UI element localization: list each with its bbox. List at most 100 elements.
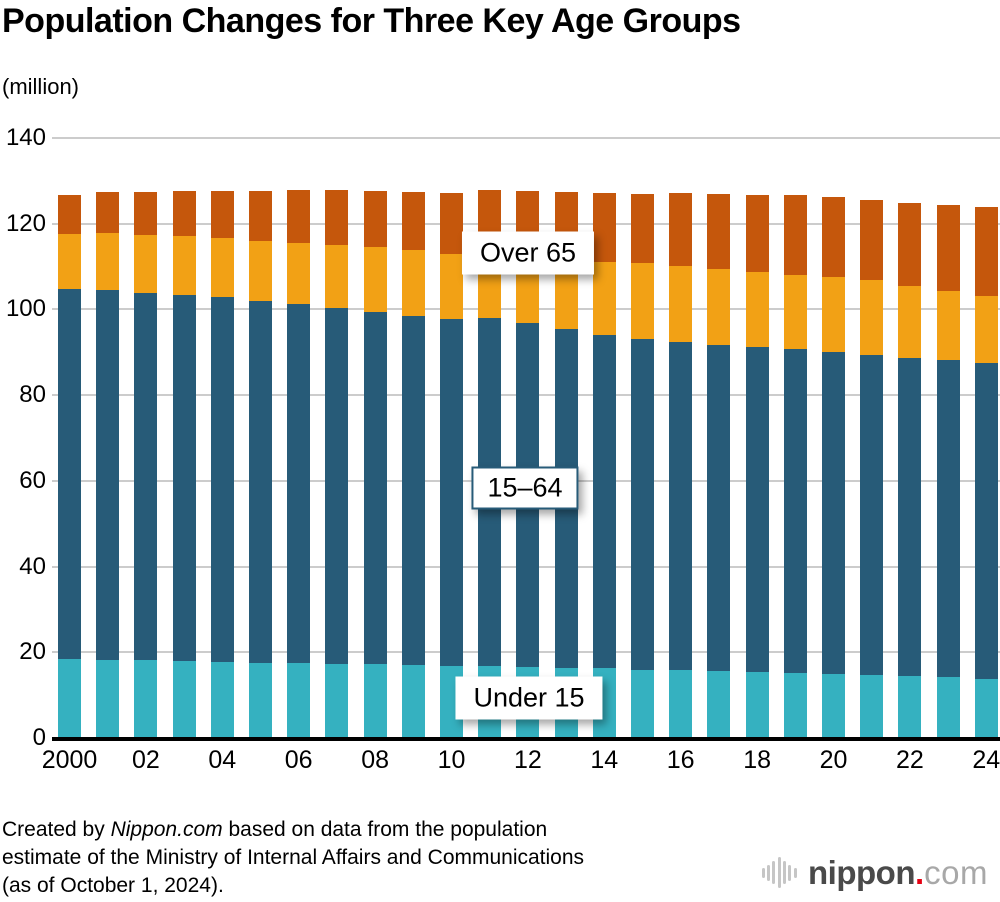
unit-label: (million) xyxy=(2,74,79,99)
bar-2002 xyxy=(134,191,158,738)
segment-2014-65–74 xyxy=(592,261,616,335)
x-tick-label-04: 04 xyxy=(208,746,237,774)
bar-2004 xyxy=(210,190,234,738)
y-tick-label-120: 120 xyxy=(5,209,46,237)
segment-2004-75 xyxy=(210,190,234,238)
segment-2010-75 xyxy=(440,193,463,255)
bar-2014 xyxy=(592,193,616,738)
segment-2001-15–64 xyxy=(96,290,120,660)
segment-2010-15–64 xyxy=(440,318,463,666)
segment-2004-65–74 xyxy=(210,237,234,298)
segment-2015-under xyxy=(631,669,654,738)
segment-2024-under xyxy=(974,678,998,738)
segment-2019-75 xyxy=(783,195,807,275)
segment-2002-15–64 xyxy=(134,293,158,661)
segment-2023-15–64 xyxy=(936,360,960,678)
segment-2001-65–74 xyxy=(96,233,120,291)
segment-2018-under xyxy=(745,671,769,738)
label-under-15: Under 15 xyxy=(455,676,603,720)
segment-2020-15–64 xyxy=(822,351,845,674)
segment-2003-15–64 xyxy=(172,295,196,662)
segment-2003-under xyxy=(172,661,196,738)
segment-2009-15–64 xyxy=(401,315,425,666)
x-tick-label-18: 18 xyxy=(743,746,771,774)
segment-2007-75 xyxy=(325,190,349,245)
segment-2000-15–64 xyxy=(58,289,81,659)
x-tick-label-06: 06 xyxy=(284,746,313,774)
segment-2005-under xyxy=(249,662,272,738)
segment-2008-75 xyxy=(363,190,387,248)
segment-2022-65–74 xyxy=(898,285,922,358)
segment-2009-under xyxy=(401,665,425,738)
x-axis-line xyxy=(52,737,1000,741)
x-tick-label-20: 20 xyxy=(819,746,848,774)
bar-2005 xyxy=(249,190,272,738)
x-tick-label-14: 14 xyxy=(590,746,619,774)
segment-2024-65–74 xyxy=(974,296,998,363)
segment-2002-65–74 xyxy=(134,234,158,294)
bar-2001 xyxy=(96,192,120,738)
segment-2007-15–64 xyxy=(325,308,349,664)
segment-2007-under xyxy=(325,663,349,738)
y-tick-label-100: 100 xyxy=(5,295,46,323)
bar-2018 xyxy=(745,194,769,738)
label-15-64: 15–64 xyxy=(471,466,579,510)
segment-2015-15–64 xyxy=(631,338,654,670)
bar-2022 xyxy=(898,202,922,738)
segment-2023-65–74 xyxy=(936,291,960,361)
segment-2022-75 xyxy=(898,202,922,286)
segment-2019-65–74 xyxy=(783,274,807,350)
bar-2020 xyxy=(822,197,845,738)
source-note-line2: estimate of the Ministry of Internal Aff… xyxy=(2,846,585,869)
segment-2008-15–64 xyxy=(363,311,387,665)
segment-2017-under xyxy=(707,671,731,738)
segment-2023-under xyxy=(936,677,960,738)
source-note-suffix: based on data from the population xyxy=(222,818,548,841)
y-tick-label-40: 40 xyxy=(19,552,46,580)
y-tick-label-60: 60 xyxy=(19,466,46,494)
bar-2008 xyxy=(363,190,387,738)
y-tick-label-140: 140 xyxy=(5,124,46,151)
segment-2018-75 xyxy=(745,194,769,272)
segment-2020-under xyxy=(822,673,845,738)
x-tick-label-12: 12 xyxy=(513,746,542,774)
y-tick-label-20: 20 xyxy=(19,638,46,666)
bar-2019 xyxy=(783,195,807,738)
y-tick-label-80: 80 xyxy=(19,381,46,409)
logo-dot: . xyxy=(914,854,925,891)
segment-2017-15–64 xyxy=(707,344,731,672)
logo-word: nippon xyxy=(808,854,915,891)
x-tick-label-2000: 2000 xyxy=(41,746,98,774)
x-tick-label-10: 10 xyxy=(437,746,466,774)
segment-2016-75 xyxy=(669,193,693,266)
x-tick-label-08: 08 xyxy=(361,746,389,774)
segment-2021-15–64 xyxy=(860,355,884,675)
segment-2020-65–74 xyxy=(822,277,845,352)
bar-2009 xyxy=(401,191,425,738)
segment-2002-under xyxy=(134,660,158,738)
segment-2014-15–64 xyxy=(592,334,616,669)
source-note-prefix: Created by xyxy=(2,818,111,841)
segment-2006-75 xyxy=(287,190,311,243)
segment-2016-under xyxy=(669,670,693,738)
x-tick-label-22: 22 xyxy=(895,746,924,774)
segment-2000-65–74 xyxy=(58,233,81,290)
segment-2017-75 xyxy=(707,194,731,269)
segment-2013-65–74 xyxy=(554,259,578,330)
segment-2005-15–64 xyxy=(249,301,272,663)
segment-2006-65–74 xyxy=(287,242,311,305)
segment-2004-15–64 xyxy=(210,297,234,662)
segment-2021-65–74 xyxy=(860,280,884,356)
bar-2021 xyxy=(860,200,884,738)
segment-2015-65–74 xyxy=(631,263,654,339)
segment-2018-65–74 xyxy=(745,271,769,348)
bar-2023 xyxy=(936,205,960,738)
segment-2005-65–74 xyxy=(249,240,272,302)
segment-2002-75 xyxy=(134,191,158,235)
gridline-140 xyxy=(52,137,1000,139)
source-note-line3: (as of October 1, 2024). xyxy=(2,874,224,897)
bar-2006 xyxy=(287,190,311,738)
nippon-logo: nippon.com xyxy=(760,856,988,889)
bar-2017 xyxy=(707,194,731,738)
chart-title: Population Changes for Three Key Age Gro… xyxy=(2,2,741,40)
